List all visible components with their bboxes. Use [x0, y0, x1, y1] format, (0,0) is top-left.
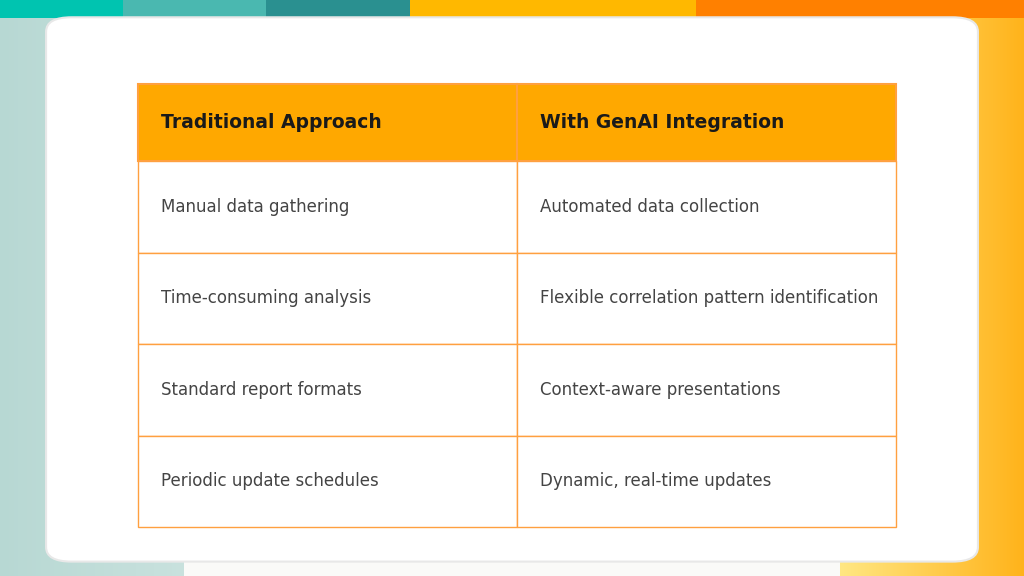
FancyBboxPatch shape	[696, 0, 1024, 18]
Text: Time-consuming analysis: Time-consuming analysis	[161, 290, 371, 308]
Text: With GenAI Integration: With GenAI Integration	[540, 113, 784, 132]
Text: Flexible correlation pattern identification: Flexible correlation pattern identificat…	[540, 290, 878, 308]
FancyBboxPatch shape	[123, 0, 266, 18]
Text: Automated data collection: Automated data collection	[540, 198, 759, 216]
FancyBboxPatch shape	[138, 344, 517, 435]
FancyBboxPatch shape	[138, 435, 517, 527]
FancyBboxPatch shape	[517, 161, 896, 253]
FancyBboxPatch shape	[138, 84, 517, 161]
Text: Manual data gathering: Manual data gathering	[161, 198, 349, 216]
FancyBboxPatch shape	[266, 0, 410, 18]
Text: Traditional Approach: Traditional Approach	[161, 113, 382, 132]
FancyBboxPatch shape	[138, 253, 517, 344]
FancyBboxPatch shape	[410, 0, 696, 18]
FancyBboxPatch shape	[0, 0, 123, 18]
FancyBboxPatch shape	[517, 84, 896, 161]
Text: Periodic update schedules: Periodic update schedules	[161, 472, 379, 490]
FancyBboxPatch shape	[46, 17, 978, 562]
FancyBboxPatch shape	[517, 344, 896, 435]
FancyBboxPatch shape	[517, 253, 896, 344]
FancyBboxPatch shape	[138, 161, 517, 253]
Text: Context-aware presentations: Context-aware presentations	[540, 381, 780, 399]
FancyBboxPatch shape	[517, 435, 896, 527]
FancyBboxPatch shape	[184, 0, 840, 576]
Text: Standard report formats: Standard report formats	[161, 381, 361, 399]
Text: Dynamic, real-time updates: Dynamic, real-time updates	[540, 472, 771, 490]
